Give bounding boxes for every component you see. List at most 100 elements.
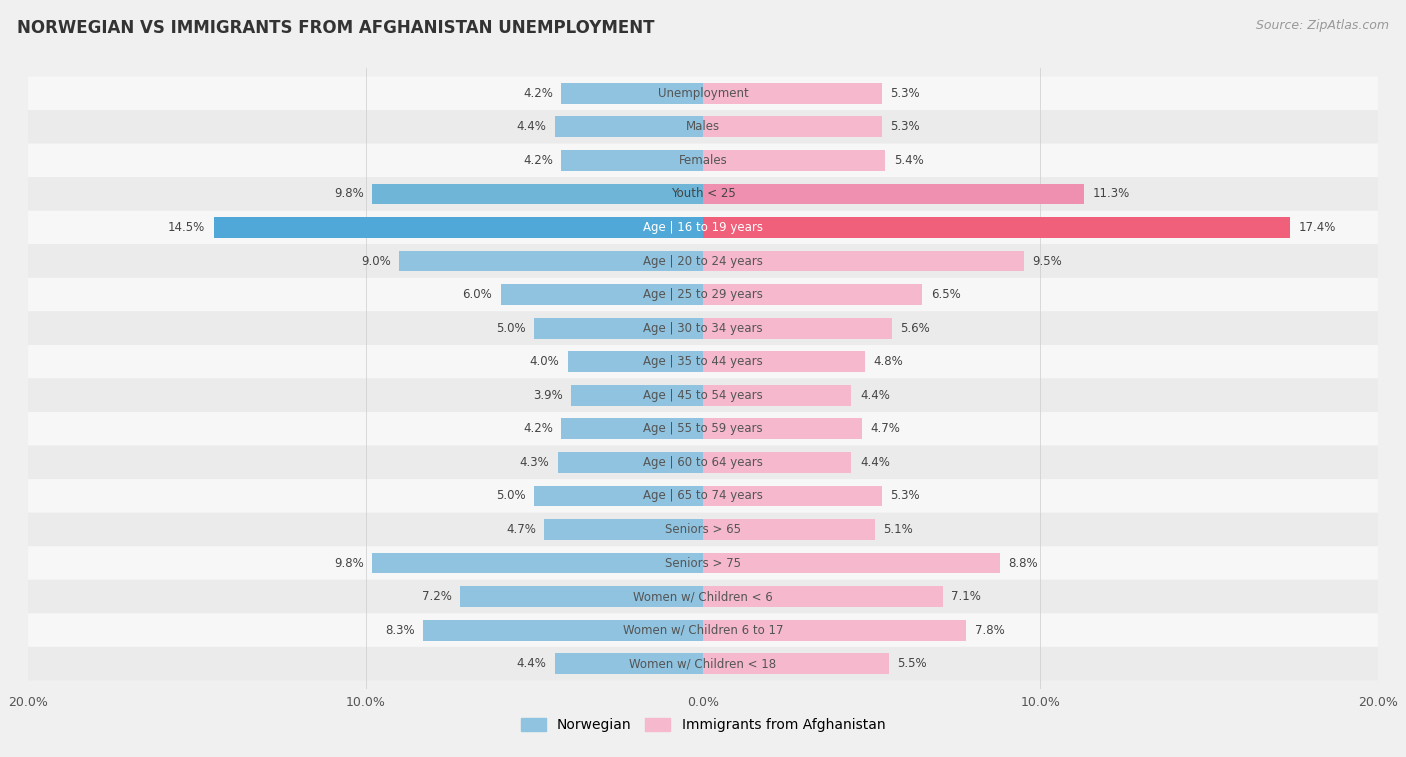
Legend: Norwegian, Immigrants from Afghanistan: Norwegian, Immigrants from Afghanistan [515,712,891,738]
Text: 5.0%: 5.0% [496,490,526,503]
Text: 9.0%: 9.0% [361,254,391,267]
Bar [561,83,703,104]
FancyBboxPatch shape [28,512,1378,547]
Bar [703,284,922,305]
Text: Age | 60 to 64 years: Age | 60 to 64 years [643,456,763,469]
Text: Unemployment: Unemployment [658,87,748,100]
Text: Age | 55 to 59 years: Age | 55 to 59 years [643,422,763,435]
Text: 14.5%: 14.5% [169,221,205,234]
Bar [561,150,703,171]
Text: 5.3%: 5.3% [890,120,920,133]
Text: Women w/ Children < 18: Women w/ Children < 18 [630,657,776,670]
FancyBboxPatch shape [28,613,1378,647]
Text: Source: ZipAtlas.com: Source: ZipAtlas.com [1256,19,1389,32]
Bar [568,351,703,372]
Text: 4.7%: 4.7% [870,422,900,435]
Bar [703,351,865,372]
FancyBboxPatch shape [28,110,1378,144]
Text: Seniors > 65: Seniors > 65 [665,523,741,536]
Bar [399,251,703,272]
Text: 6.0%: 6.0% [463,288,492,301]
FancyBboxPatch shape [28,647,1378,681]
Text: 3.9%: 3.9% [533,389,562,402]
Text: Age | 25 to 29 years: Age | 25 to 29 years [643,288,763,301]
Bar [554,653,703,674]
Bar [703,217,1291,238]
FancyBboxPatch shape [28,378,1378,412]
Text: 9.5%: 9.5% [1032,254,1062,267]
Text: 5.5%: 5.5% [897,657,927,670]
Bar [703,620,966,640]
Text: 4.4%: 4.4% [860,389,890,402]
Text: Women w/ Children 6 to 17: Women w/ Children 6 to 17 [623,624,783,637]
Bar [561,419,703,439]
Bar [703,485,882,506]
Text: 7.2%: 7.2% [422,590,451,603]
Bar [373,183,703,204]
Bar [460,586,703,607]
Text: 5.3%: 5.3% [890,490,920,503]
Bar [571,385,703,406]
Text: 4.8%: 4.8% [873,355,903,368]
Text: 11.3%: 11.3% [1092,188,1130,201]
Bar [703,150,886,171]
FancyBboxPatch shape [28,479,1378,512]
Text: Seniors > 75: Seniors > 75 [665,556,741,569]
Bar [554,117,703,137]
FancyBboxPatch shape [28,144,1378,177]
Text: Age | 65 to 74 years: Age | 65 to 74 years [643,490,763,503]
FancyBboxPatch shape [28,278,1378,311]
Text: 5.6%: 5.6% [900,322,931,335]
Bar [544,519,703,540]
Text: 4.4%: 4.4% [860,456,890,469]
FancyBboxPatch shape [28,245,1378,278]
Text: 7.1%: 7.1% [950,590,981,603]
Text: 9.8%: 9.8% [335,188,364,201]
FancyBboxPatch shape [28,580,1378,613]
Text: 9.8%: 9.8% [335,556,364,569]
FancyBboxPatch shape [28,446,1378,479]
Bar [703,519,875,540]
FancyBboxPatch shape [28,412,1378,446]
Text: Age | 35 to 44 years: Age | 35 to 44 years [643,355,763,368]
Text: 4.7%: 4.7% [506,523,536,536]
Text: 4.2%: 4.2% [523,422,553,435]
Text: NORWEGIAN VS IMMIGRANTS FROM AFGHANISTAN UNEMPLOYMENT: NORWEGIAN VS IMMIGRANTS FROM AFGHANISTAN… [17,19,654,37]
Bar [703,653,889,674]
Bar [703,586,942,607]
FancyBboxPatch shape [28,345,1378,378]
Bar [558,452,703,473]
Bar [703,452,852,473]
Text: 4.0%: 4.0% [530,355,560,368]
FancyBboxPatch shape [28,210,1378,245]
Text: Females: Females [679,154,727,167]
Bar [703,318,891,338]
Text: Age | 45 to 54 years: Age | 45 to 54 years [643,389,763,402]
FancyBboxPatch shape [28,177,1378,210]
Text: 5.4%: 5.4% [894,154,924,167]
Text: 4.2%: 4.2% [523,154,553,167]
Text: 4.3%: 4.3% [520,456,550,469]
Bar [214,217,703,238]
Text: Males: Males [686,120,720,133]
Text: Youth < 25: Youth < 25 [671,188,735,201]
Text: 5.0%: 5.0% [496,322,526,335]
FancyBboxPatch shape [28,547,1378,580]
Text: 7.8%: 7.8% [974,624,1004,637]
Text: 4.2%: 4.2% [523,87,553,100]
Text: 8.3%: 8.3% [385,624,415,637]
Text: 5.3%: 5.3% [890,87,920,100]
Bar [703,251,1024,272]
FancyBboxPatch shape [28,311,1378,345]
Text: 17.4%: 17.4% [1299,221,1336,234]
Text: Women w/ Children < 6: Women w/ Children < 6 [633,590,773,603]
Bar [501,284,703,305]
Text: 8.8%: 8.8% [1008,556,1038,569]
Text: Age | 20 to 24 years: Age | 20 to 24 years [643,254,763,267]
FancyBboxPatch shape [28,76,1378,110]
Bar [703,83,882,104]
Bar [703,385,852,406]
Text: Age | 16 to 19 years: Age | 16 to 19 years [643,221,763,234]
Text: 4.4%: 4.4% [516,657,546,670]
Text: 5.1%: 5.1% [883,523,914,536]
